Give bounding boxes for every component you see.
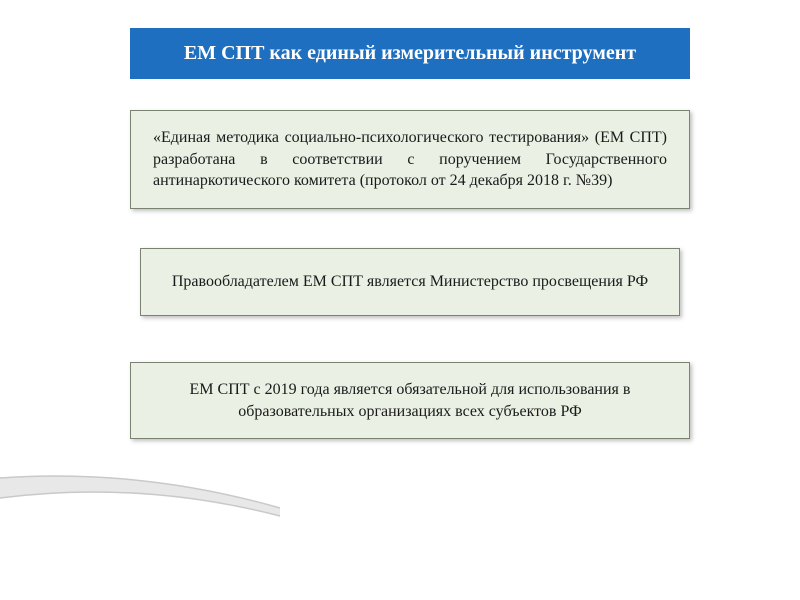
info-box-owner: Правообладателем ЕМ СПТ является Министе… [140,248,680,316]
decorative-swoosh [0,468,280,548]
swoosh-fill [0,476,280,516]
slide-title: ЕМ СПТ как единый измерительный инструме… [130,28,690,79]
info-box-mandatory: ЕМ СПТ с 2019 года является обязательной… [130,362,690,439]
info-box-methodology: «Единая методика социально-психологическ… [130,110,690,209]
